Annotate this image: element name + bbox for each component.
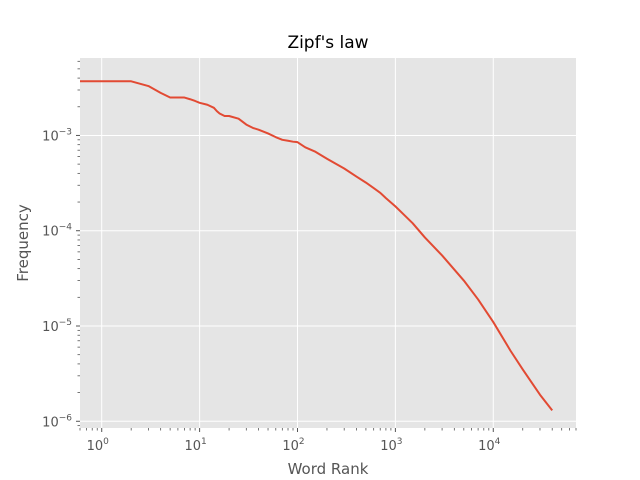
x-tick-label: 101 [184, 437, 206, 454]
x-tick-label: 102 [282, 437, 304, 454]
y-axis-label: Frequency [14, 204, 32, 282]
x-tick-label: 104 [478, 437, 501, 454]
x-tick-label: 103 [380, 437, 402, 454]
x-axis-label: Word Rank [288, 460, 369, 478]
y-tick-label: 10−5 [42, 318, 72, 335]
y-tick-label: 10−4 [42, 223, 72, 240]
tick-labels: 100 101 102 103 104 10−6 10−5 10−4 10−3 [42, 127, 501, 454]
plot-area [80, 58, 576, 428]
x-tick-label: 100 [87, 437, 110, 454]
y-tick-label: 10−3 [42, 127, 72, 144]
major-ticks [76, 134, 494, 432]
minor-ticks [77, 60, 577, 431]
y-tick-label: 10−6 [42, 413, 72, 430]
series-line [80, 80, 553, 412]
grid [80, 58, 576, 428]
chart-title: Zipf's law [287, 33, 368, 53]
